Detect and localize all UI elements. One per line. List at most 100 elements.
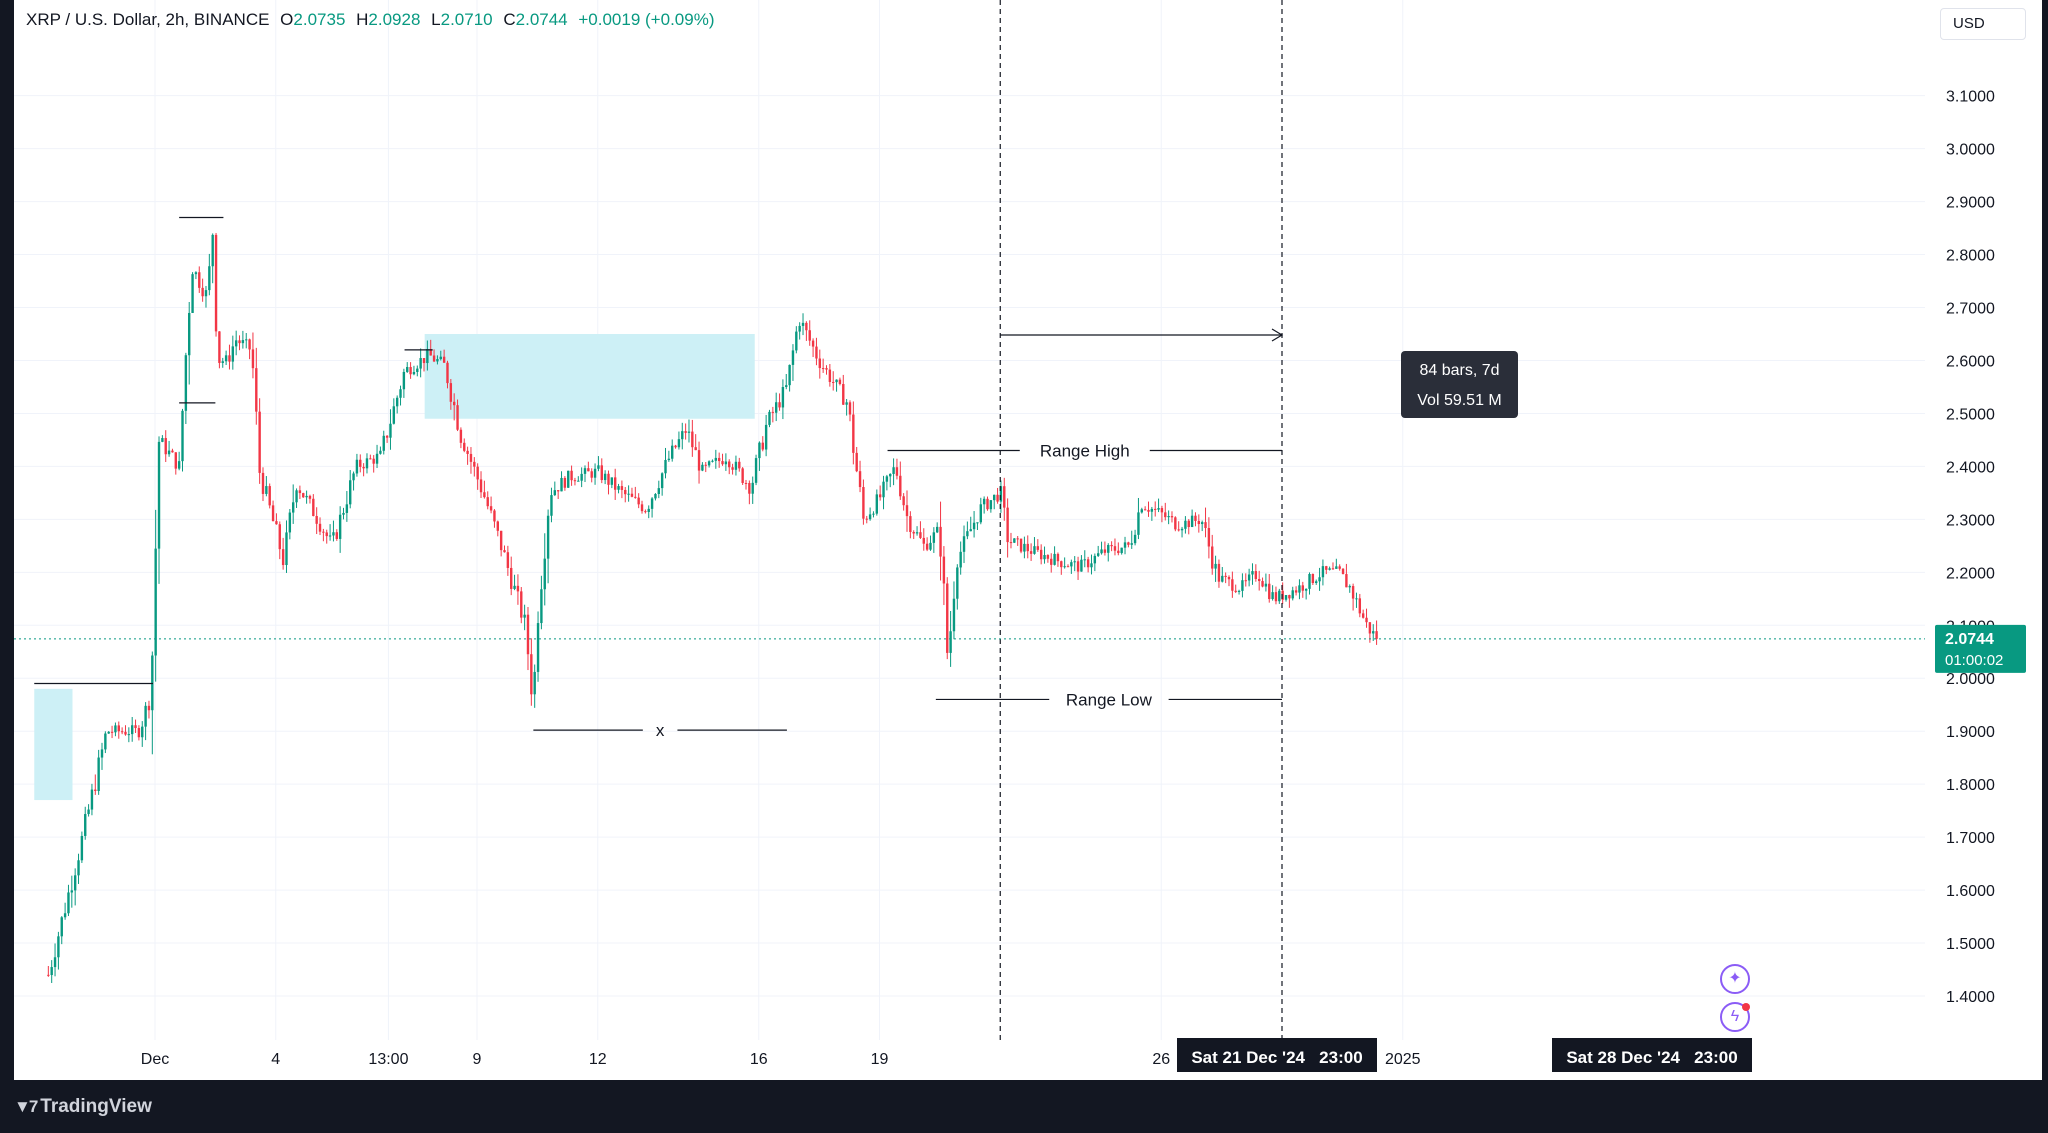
candle-body <box>1261 581 1264 587</box>
close-label: C <box>503 10 516 29</box>
candle-body <box>607 473 610 485</box>
candle-body <box>845 402 848 405</box>
candle-body <box>345 504 349 513</box>
candle-body <box>1311 574 1315 583</box>
candle-body <box>563 477 567 488</box>
candle-body <box>1086 559 1090 568</box>
candle-body <box>1301 585 1304 591</box>
candle-body <box>1006 507 1009 543</box>
notification-dot <box>1742 1003 1750 1011</box>
last-price-value: 2.0744 <box>1945 631 1994 648</box>
candle-body <box>1046 555 1050 559</box>
candle-body <box>1164 512 1167 518</box>
candle-body <box>359 459 362 467</box>
price-axis[interactable]: 1.4000 1.5000 1.6000 1.7000 1.8000 1.9000 2.00… <box>1946 89 1995 1006</box>
candle-body <box>87 809 90 815</box>
candle-body <box>439 356 442 360</box>
candle-body <box>543 558 546 590</box>
candle-body <box>801 322 805 326</box>
candle-body <box>905 505 909 517</box>
symbol-legend[interactable]: XRP / U.S. Dollar, 2h, BINANCE O2.0735 H… <box>26 10 714 30</box>
time-tick-label: 26 <box>1152 1051 1170 1068</box>
candle-body <box>1308 574 1311 589</box>
candle-body <box>476 466 479 480</box>
liquidity-zone <box>34 688 73 801</box>
time-axis[interactable]: Dec 4 13:00 9 12 16 19 26 2025 <box>141 1051 1421 1068</box>
candle-body <box>832 381 835 383</box>
candle-body <box>1298 585 1301 593</box>
candle-body <box>1117 550 1120 554</box>
candle-body <box>70 890 74 893</box>
candle-body <box>409 367 412 375</box>
candle-body <box>929 542 932 550</box>
symbol-title[interactable]: XRP / U.S. Dollar, 2h, BINANCE <box>26 10 270 29</box>
time-tick-label: 4 <box>271 1051 280 1068</box>
candle-body <box>724 461 728 465</box>
candle-body <box>567 470 570 488</box>
candle-body <box>1348 586 1351 588</box>
price-tick-label: 2.6000 <box>1946 353 1995 370</box>
candle-body <box>838 379 842 384</box>
price-tick-label: 2.8000 <box>1946 248 1995 265</box>
candle-body <box>556 490 560 492</box>
candle-body <box>768 411 771 425</box>
candle-body <box>597 465 600 469</box>
tradingview-logo[interactable]: ▼7 TradingView <box>14 1096 152 1118</box>
candle-body <box>104 733 107 750</box>
low-label: L <box>431 10 441 29</box>
candle-body <box>707 461 711 466</box>
candle-body <box>177 461 181 469</box>
date-range-measure: 84 bars, 7d Vol 59.51 M <box>1000 328 1518 418</box>
footer-bar: ▼7 TradingView <box>0 1080 2048 1133</box>
candle-body <box>499 530 503 551</box>
candle-body <box>429 348 432 356</box>
grid-lines <box>14 0 1925 1040</box>
time-tick-label: 16 <box>750 1051 768 1068</box>
candle-body <box>553 490 557 496</box>
candle-body <box>1345 574 1348 588</box>
candle-body <box>1157 508 1160 510</box>
candle-body <box>1227 576 1231 580</box>
time-tick-label: 12 <box>589 1051 607 1068</box>
candle-body <box>1177 529 1180 531</box>
candle-body <box>191 274 194 313</box>
candle-body <box>731 467 734 470</box>
candle-body <box>603 473 607 481</box>
annotation-label: Range High <box>1040 442 1130 461</box>
candle-body <box>194 272 198 275</box>
candle-body <box>808 330 811 341</box>
candle-body <box>785 385 788 387</box>
candle-body <box>875 494 879 514</box>
candle-body <box>530 654 533 695</box>
candle-body <box>308 495 312 499</box>
alerts-button[interactable]: ϟ <box>1720 1002 1750 1032</box>
candle-body <box>815 346 818 359</box>
candle-body <box>268 486 271 506</box>
price-tick-label: 2.0000 <box>1946 671 1995 688</box>
candle-body <box>962 536 966 552</box>
price-tick-label: 1.6000 <box>1946 883 1995 900</box>
candle-body <box>503 550 506 553</box>
candle-body <box>1127 542 1130 545</box>
candle-body <box>1328 568 1331 570</box>
assistant-button[interactable]: ✦ <box>1720 964 1750 994</box>
candle-body <box>821 368 825 370</box>
bar-countdown: 01:00:02 <box>1945 652 2003 669</box>
candle-body <box>1274 592 1278 602</box>
candle-body <box>778 402 781 408</box>
candle-body <box>1264 583 1268 587</box>
candle-body <box>677 439 681 448</box>
candle-body <box>278 524 281 550</box>
candle-body <box>305 495 308 498</box>
candle-body <box>1170 516 1174 518</box>
candle-body <box>966 531 969 537</box>
candle-body <box>90 789 94 810</box>
candle-body <box>1063 566 1066 568</box>
candle-body <box>442 356 446 363</box>
candle-body <box>993 494 996 501</box>
candle-body <box>939 526 942 557</box>
candle-body <box>248 339 251 350</box>
candle-body <box>238 340 241 344</box>
currency-button[interactable]: USD <box>1940 8 2026 40</box>
